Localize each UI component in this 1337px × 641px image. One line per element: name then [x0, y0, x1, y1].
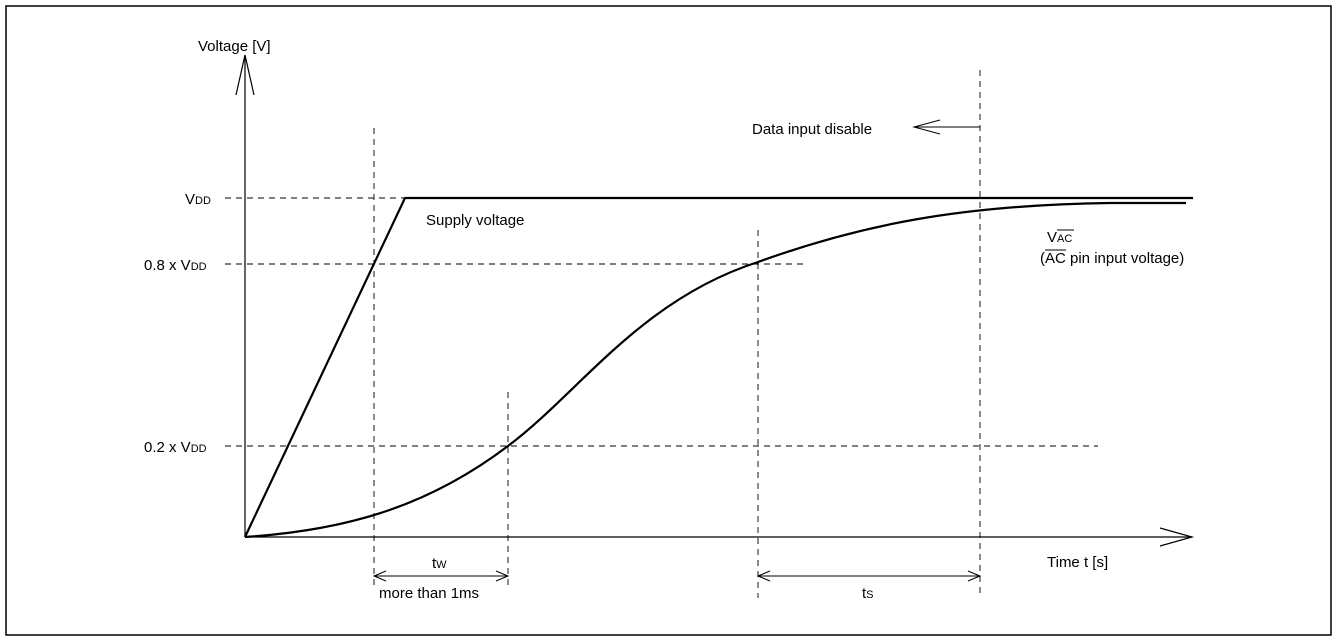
v02-level-label: 0.2 x VDD: [144, 439, 207, 456]
vdd-level-label: VDD: [185, 191, 211, 208]
vac-curve: [244, 201, 1186, 539]
y-axis-arrowhead: [235, 54, 255, 96]
v08-level-label: 0.8 x VDD: [144, 257, 207, 274]
data-input-disable-arrowhead: [912, 119, 941, 135]
tw-note: more than 1ms: [379, 585, 479, 602]
supply-voltage-curve: [244, 196, 1193, 538]
vac-curve-label: VAC: [1047, 229, 1072, 246]
x-axis-arrowhead: [1159, 527, 1195, 547]
x-axis-label: Time t [s]: [1047, 554, 1108, 571]
ts-arrowhead-right: [967, 570, 982, 582]
tw-arrowhead-right: [495, 570, 510, 582]
tw-label: tW: [432, 555, 447, 572]
data-input-disable-label: Data input disable: [752, 121, 872, 138]
diagram-frame: [5, 5, 1332, 636]
tw-arrowhead-left: [372, 570, 387, 582]
vac-description: (AC pin input voltage): [1040, 250, 1184, 267]
y-axis-label: Voltage [V]: [198, 38, 271, 55]
supply-voltage-label: Supply voltage: [426, 212, 524, 229]
ts-label: tS: [862, 585, 874, 602]
ts-arrowhead-left: [756, 570, 771, 582]
